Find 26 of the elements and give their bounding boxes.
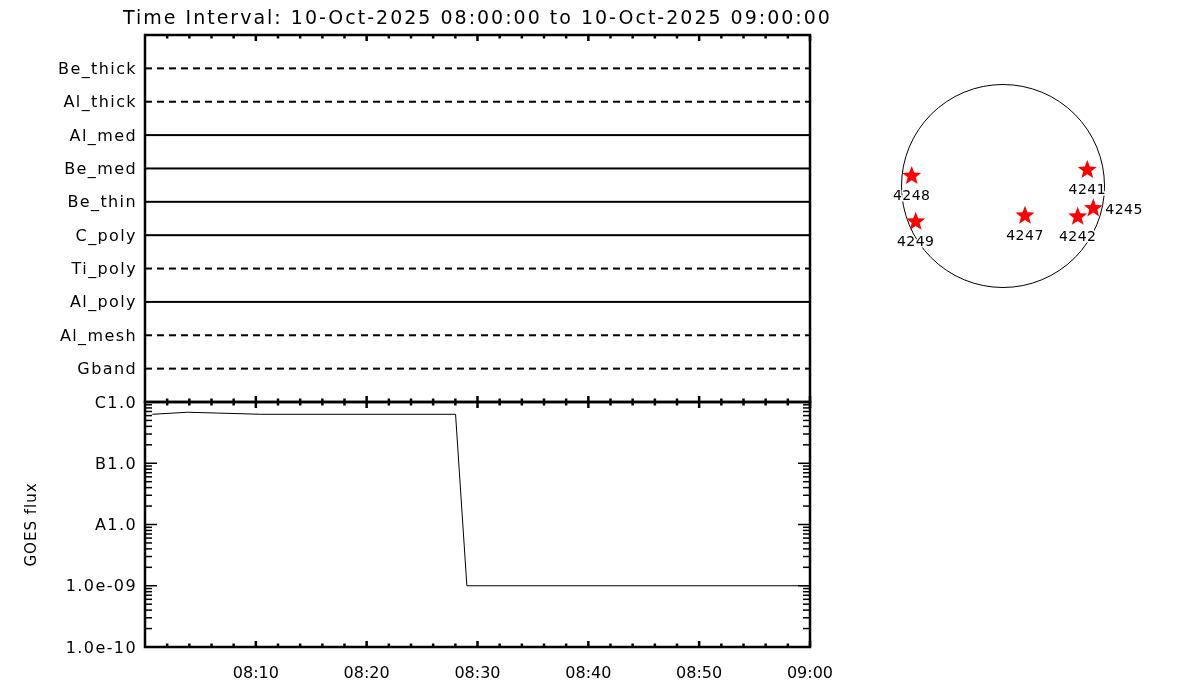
y-tick-label: Be_thin: [67, 192, 137, 213]
text: 4245: [1105, 201, 1143, 218]
x-tick-label: 08:30: [454, 662, 501, 682]
y-tick-label: Al_thick: [63, 92, 137, 113]
y-tick-label: Be_thick: [58, 58, 137, 79]
y-tick-label: Ti_poly: [70, 259, 137, 280]
x-tick-label: 08:20: [343, 662, 390, 682]
y-tick-label: Gband: [77, 359, 137, 379]
y-axis-title: GOES flux: [22, 482, 40, 567]
x-tick-label: 08:10: [232, 662, 279, 682]
y-tick-label: 1.0e-10: [65, 637, 137, 657]
y-tick-label: Be_med: [64, 158, 137, 179]
x-tick-label: 08:40: [565, 662, 612, 682]
x-tick-label: 08:50: [676, 662, 723, 682]
y-tick-label: Al_poly: [69, 292, 137, 313]
text: 4248: [892, 187, 931, 203]
text: 4247: [1006, 226, 1044, 243]
y-tick-label: C1.0: [94, 392, 137, 412]
y-tick-label: 1.0e-09: [65, 576, 137, 596]
y-tick-label: A1.0: [95, 515, 137, 534]
chart-title: Time Interval: 10-Oct-2025 08:00:00 to 10-Oct-2025 09:00:00: [122, 6, 832, 28]
x-tick-label: 09:00: [786, 662, 834, 682]
y-tick-label: C_poly: [75, 225, 137, 246]
y-tick-label: B1.0: [94, 453, 137, 473]
y-tick-label: Al_med: [69, 125, 137, 146]
y-tick-label: Al_mesh: [59, 325, 137, 346]
